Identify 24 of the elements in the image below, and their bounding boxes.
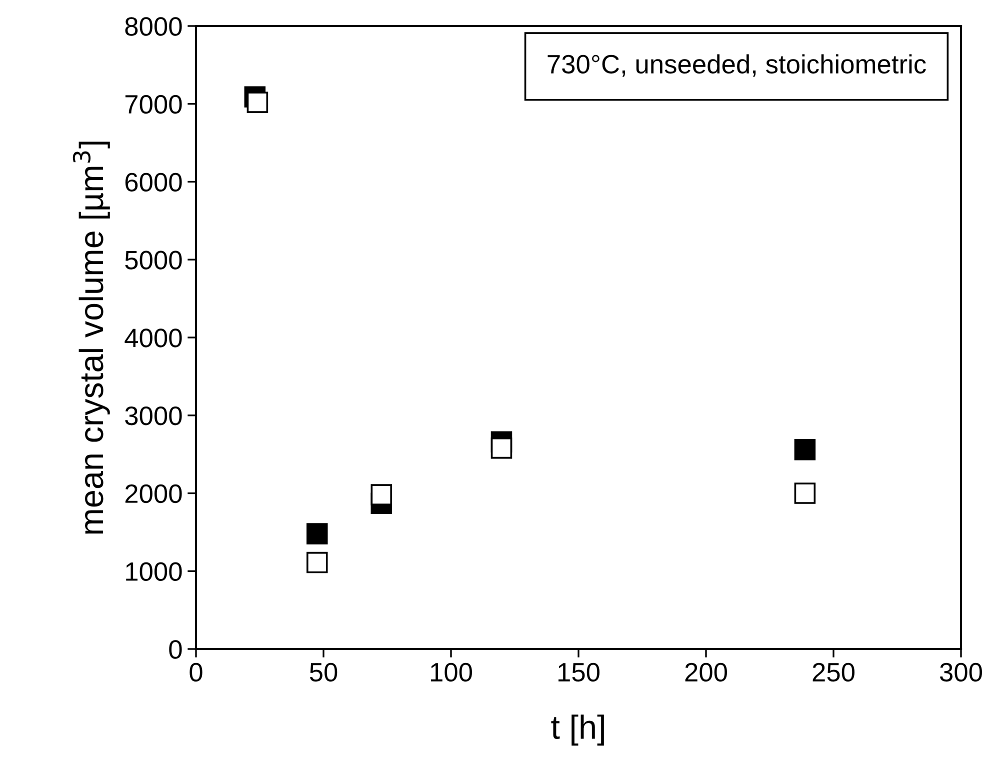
x-axis-title: t [h] xyxy=(551,714,604,746)
point xyxy=(370,484,392,506)
annotation: 730°C, unseeded, stoichiometric xyxy=(548,54,926,77)
x-tick-label: 0 xyxy=(190,662,202,682)
y-tick-label: 1000 xyxy=(126,562,182,581)
x-tick-label: 100 xyxy=(431,662,472,682)
x-tick-label: 50 xyxy=(310,662,338,682)
y-tick-label: 3000 xyxy=(125,406,182,426)
x-tick-label: 250 xyxy=(812,662,854,682)
y-tick-label: 7000 xyxy=(125,95,182,114)
y-tick-label: 2000 xyxy=(125,484,182,504)
y-tick-label: 5000 xyxy=(125,250,182,270)
y-tick-label: 6000 xyxy=(125,172,182,192)
point xyxy=(794,439,816,460)
x-tick-label: 200 xyxy=(685,662,727,682)
point xyxy=(306,523,328,544)
y-tick-label: 8000 xyxy=(125,17,182,36)
y-tick-label: 0 xyxy=(169,640,182,659)
x-tick-label: 150 xyxy=(558,662,600,682)
point xyxy=(490,437,512,459)
y-axis-title: mean crystal volume [µm$^{3}$] xyxy=(72,142,110,534)
y-tick-label: 4000 xyxy=(124,328,182,348)
point xyxy=(246,92,268,113)
x-tick-label: 300 xyxy=(940,662,982,682)
